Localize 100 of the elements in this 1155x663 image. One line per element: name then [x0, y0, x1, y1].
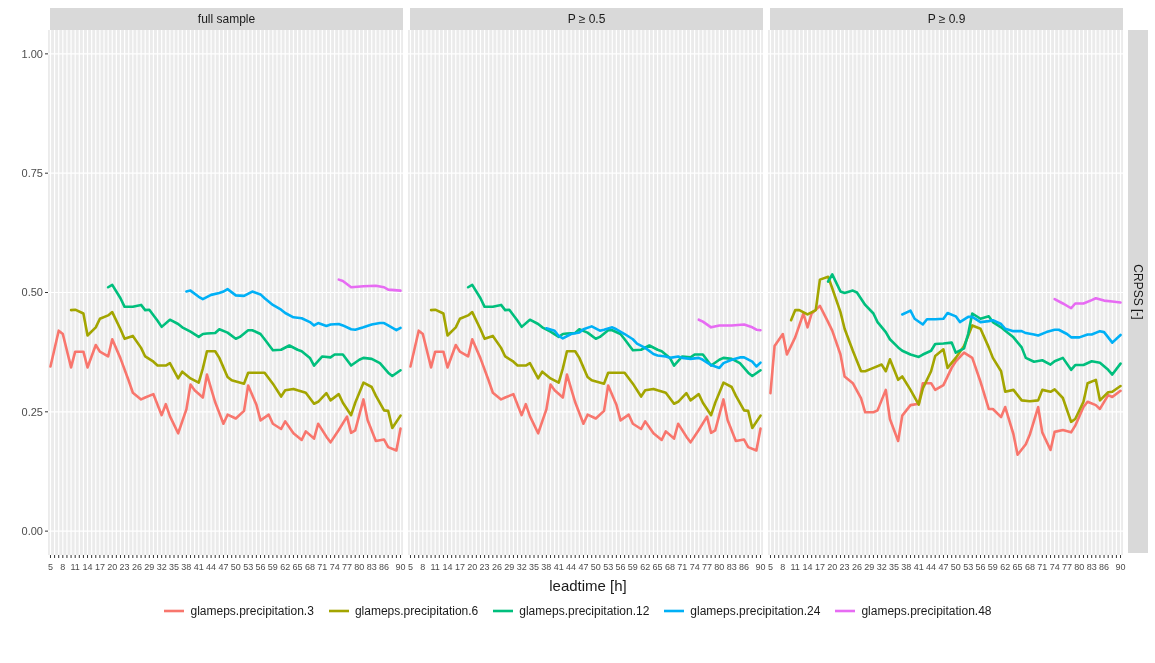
x-tick-label: 71 — [317, 562, 328, 572]
x-tick-label: 56 — [615, 562, 626, 572]
x-tick-label: 50 — [590, 562, 601, 572]
x-tick-label: 65 — [292, 562, 303, 572]
x-tick-label: 68 — [664, 562, 675, 572]
chart-title: full sample — [50, 8, 403, 30]
x-tick-label: 5 — [407, 562, 413, 572]
x-tick-label: 74 — [1049, 562, 1060, 572]
x-tick-label: 47 — [938, 562, 949, 572]
y-tick-label: 0.75 — [21, 167, 43, 180]
x-tick-label: 14 — [802, 562, 813, 572]
x-tick-label: 35 — [529, 562, 540, 572]
x-tick-label: 62 — [1000, 562, 1011, 572]
x-tick-label: 35 — [169, 562, 180, 572]
x-tick-label: 26 — [851, 562, 862, 572]
x-tick-label: 77 — [701, 562, 712, 572]
x-tick-label: 83 — [726, 562, 737, 572]
x-tick-label: 65 — [652, 562, 663, 572]
x-tick-label: 83 — [1086, 562, 1097, 572]
x-tick-label: 23 — [119, 562, 130, 572]
x-tick-label: 11 — [790, 562, 800, 572]
x-tick-label: 20 — [827, 562, 838, 572]
x-tick-label: 38 — [901, 562, 912, 572]
x-tick-label: 77 — [1061, 562, 1072, 572]
line-series — [106, 283, 402, 378]
x-tick-label: 56 — [975, 562, 986, 572]
y-tick-label: 0.00 — [21, 525, 43, 538]
x-tick-label: 32 — [516, 562, 527, 572]
x-tick-label: 44 — [206, 562, 217, 572]
x-tick-label: 53 — [963, 562, 974, 572]
x-tick-label: 11 — [430, 562, 440, 572]
x-tick-label: 62 — [640, 562, 651, 572]
y-tick-label: 1.00 — [21, 47, 43, 60]
x-tick-label: 41 — [913, 562, 924, 572]
x-tick-label: 59 — [267, 562, 278, 572]
x-tick-label: 41 — [193, 562, 204, 572]
x-tick-label: 80 — [714, 562, 725, 572]
x-tick-label: 86 — [739, 562, 750, 572]
x-tick-label: 65 — [1012, 562, 1023, 572]
chart-title: P ≥ 0.5 — [410, 8, 763, 30]
x-tick-label: 68 — [304, 562, 315, 572]
x-tick-label: 20 — [107, 562, 118, 572]
legend-label: glameps.precipitation.24 — [690, 604, 821, 618]
x-tick-label: 90 — [755, 562, 766, 572]
x-axis-title: leadtime [h] — [548, 577, 628, 594]
x-tick-label: 32 — [876, 562, 887, 572]
x-tick-label: 80 — [354, 562, 365, 572]
x-tick-label: 83 — [366, 562, 377, 572]
x-tick-label: 41 — [553, 562, 564, 572]
x-tick-label: 74 — [329, 562, 340, 572]
x-tick-label: 74 — [689, 562, 700, 572]
x-tick-label: 8 — [60, 562, 66, 572]
line-series — [337, 278, 402, 292]
x-tick-label: 35 — [889, 562, 900, 572]
x-tick-label: 11 — [70, 562, 80, 572]
x-tick-label: 53 — [243, 562, 254, 572]
x-tick-label: 53 — [603, 562, 614, 572]
x-tick-label: 26 — [131, 562, 142, 572]
x-tick-label: 14 — [442, 562, 453, 572]
x-tick-label: 50 — [950, 562, 961, 572]
x-tick-label: 59 — [627, 562, 638, 572]
x-tick-label: 56 — [255, 562, 266, 572]
line-series — [49, 329, 402, 452]
x-tick-label: 26 — [491, 562, 502, 572]
x-tick-label: 86 — [379, 562, 390, 572]
x-tick-label: 90 — [395, 562, 406, 572]
x-tick-label: 17 — [814, 562, 825, 572]
x-tick-label: 47 — [578, 562, 589, 572]
x-tick-label: 59 — [987, 562, 998, 572]
x-tick-label: 44 — [926, 562, 937, 572]
x-tick-label: 38 — [541, 562, 552, 572]
line-series — [185, 287, 402, 332]
x-tick-label: 17 — [454, 562, 465, 572]
x-tick-label: 5 — [767, 562, 773, 572]
y-axis-title: CRPSS [-] — [1131, 263, 1145, 320]
chart-title: P ≥ 0.9 — [770, 8, 1123, 30]
x-tick-label: 47 — [218, 562, 229, 572]
x-tick-label: 90 — [1115, 562, 1126, 572]
x-tick-label: 86 — [1099, 562, 1110, 572]
legend-label: glameps.precipitation.12 — [519, 604, 650, 618]
legend-label: glameps.precipitation.6 — [354, 604, 479, 618]
x-tick-label: 23 — [839, 562, 850, 572]
line-series — [69, 308, 402, 430]
x-tick-label: 14 — [82, 562, 93, 572]
x-tick-label: 68 — [1024, 562, 1035, 572]
x-tick-label: 32 — [156, 562, 167, 572]
y-tick-label: 0.25 — [21, 405, 43, 418]
x-tick-label: 38 — [181, 562, 192, 572]
x-tick-label: 71 — [677, 562, 688, 572]
x-tick-label: 8 — [420, 562, 426, 572]
x-tick-label: 62 — [280, 562, 291, 572]
x-tick-label: 29 — [504, 562, 515, 572]
x-tick-label: 8 — [780, 562, 786, 572]
legend-label: glameps.precipitation.3 — [190, 604, 314, 618]
x-tick-label: 29 — [144, 562, 155, 572]
x-tick-label: 77 — [341, 562, 352, 572]
x-tick-label: 20 — [467, 562, 478, 572]
x-tick-label: 17 — [94, 562, 105, 572]
x-tick-label: 23 — [479, 562, 490, 572]
x-tick-label: 29 — [864, 562, 875, 572]
